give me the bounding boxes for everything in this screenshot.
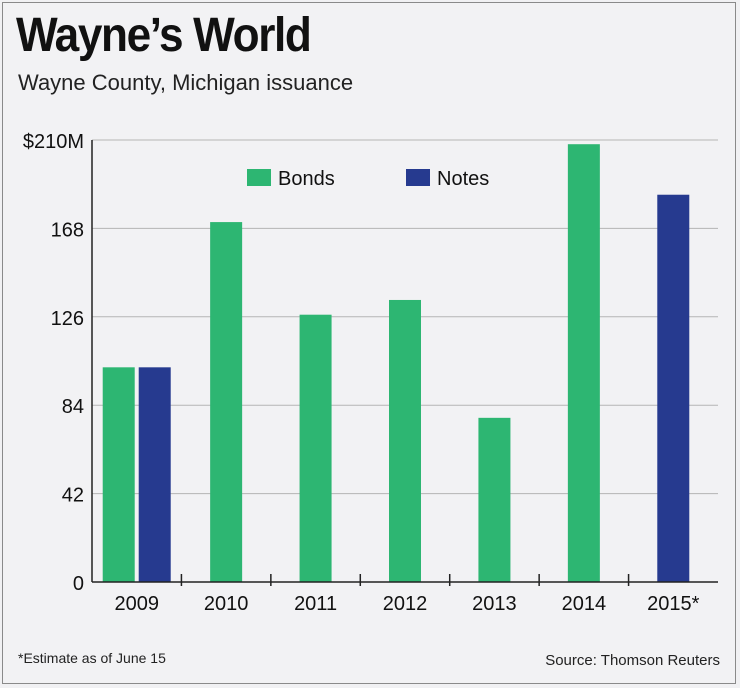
- legend-label-notes: Notes: [437, 168, 489, 190]
- y-tick-label: 42: [62, 485, 84, 507]
- bar-bonds-2013: [478, 417, 511, 582]
- y-tick-label: 168: [51, 219, 84, 241]
- bar-bonds-2009: [102, 367, 135, 582]
- footnote: *Estimate as of June 15: [18, 650, 166, 666]
- source-note: Source: Thomson Reuters: [545, 652, 720, 669]
- x-tick-label: 2011: [294, 593, 337, 615]
- bar-bonds-2011: [299, 314, 332, 582]
- legend-label-bonds: Bonds: [278, 168, 335, 190]
- y-tick-label: 126: [51, 308, 84, 330]
- x-tick-label: 2013: [472, 593, 517, 615]
- bar-notes-2015: [657, 194, 690, 582]
- x-tick-label: 2009: [114, 593, 159, 615]
- y-tick-label: 0: [73, 573, 84, 595]
- bar-notes-2009: [138, 367, 171, 582]
- chart-title: Wayne’s World: [16, 9, 312, 62]
- bar-bonds-2014: [567, 144, 600, 582]
- bar-bonds-2010: [210, 222, 243, 583]
- y-tick-label: $210M: [23, 131, 84, 153]
- legend-swatch-notes: [406, 169, 430, 186]
- legend-swatch-bonds: [247, 169, 271, 186]
- chart-subtitle: Wayne County, Michigan issuance: [18, 70, 354, 95]
- x-tick-label: 2015*: [647, 593, 699, 615]
- x-tick-label: 2014: [562, 593, 607, 615]
- x-tick-label: 2010: [204, 593, 249, 615]
- bar-bonds-2012: [389, 299, 421, 582]
- y-tick-label: 84: [62, 396, 84, 418]
- x-tick-label: 2012: [383, 593, 428, 615]
